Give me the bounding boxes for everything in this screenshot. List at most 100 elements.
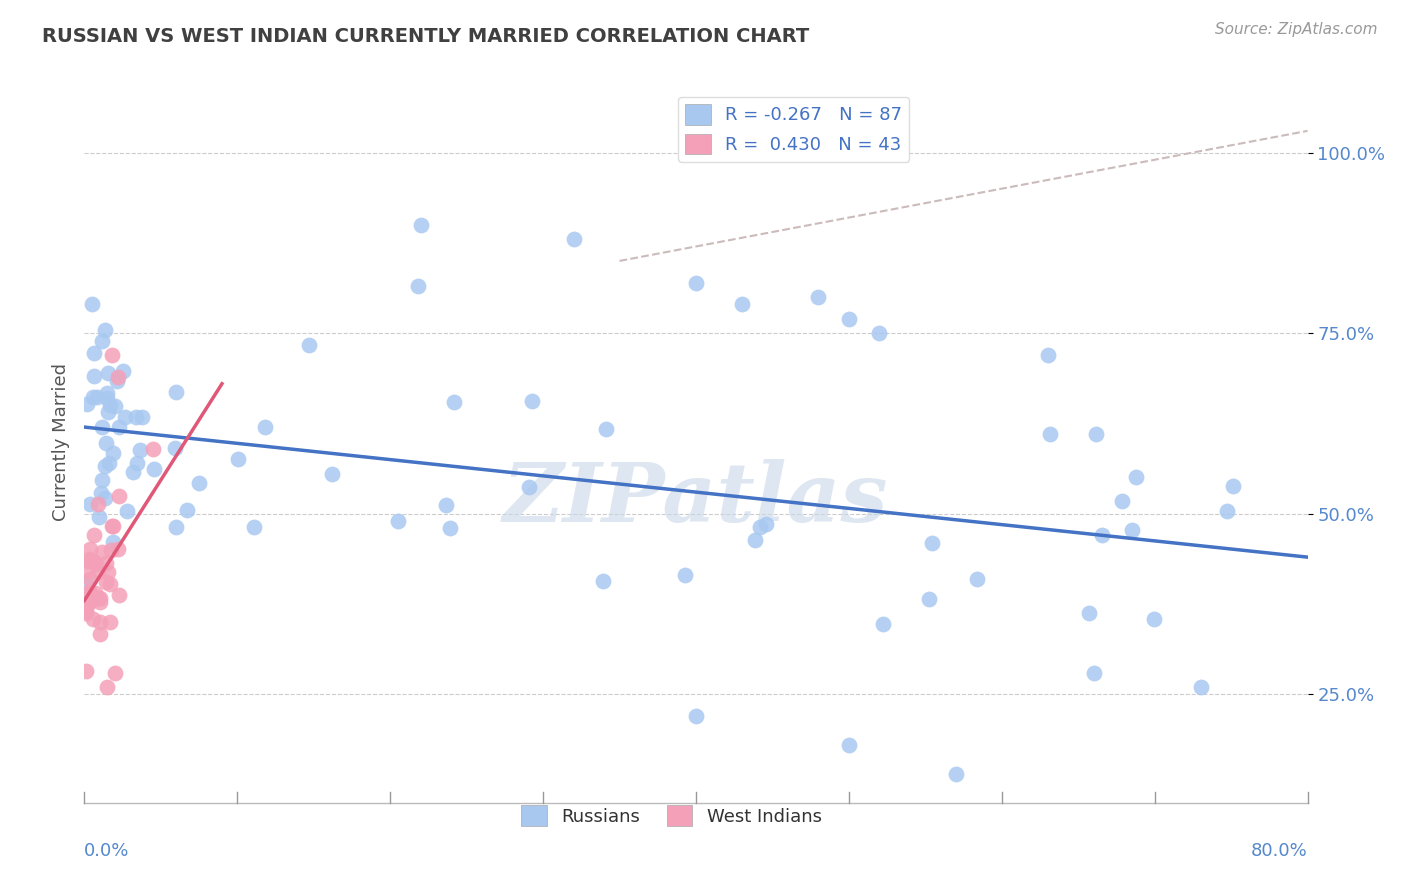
Point [75, 597, 97, 611]
Point [76, 564, 98, 578]
Point [91, 334, 114, 348]
Point [96, 680, 118, 694]
Point [94, 323, 117, 337]
Point [91, 419, 114, 434]
Point [89, 591, 111, 605]
Point [98, 456, 121, 470]
Point [86, 497, 108, 511]
Point [142, 462, 165, 476]
Text: Source: ZipAtlas.com: Source: ZipAtlas.com [1215, 22, 1378, 37]
Point [96, 574, 118, 589]
Point [869, 326, 891, 340]
Point [82, 612, 104, 626]
Point [89, 615, 111, 629]
Point [115, 504, 138, 518]
Point [97, 565, 120, 579]
Point [562, 232, 585, 246]
Text: ZIPatlas: ZIPatlas [503, 459, 889, 540]
Point [101, 518, 124, 533]
Point [748, 520, 770, 534]
Point [83, 592, 105, 607]
Point [83, 369, 105, 384]
Point [111, 364, 134, 378]
Point [89, 627, 111, 641]
Point [129, 443, 152, 458]
Point [82, 553, 104, 567]
Point [163, 442, 186, 456]
Point [77, 585, 100, 599]
Point [79, 595, 101, 609]
Point [86, 390, 108, 404]
Point [176, 503, 198, 517]
Point [105, 375, 128, 389]
Point [79, 497, 101, 511]
Point [807, 290, 830, 304]
Point [226, 451, 249, 466]
Point [127, 456, 149, 470]
Point [1142, 612, 1164, 626]
Point [321, 467, 343, 482]
Point [94, 491, 117, 506]
Point [87, 510, 110, 524]
Point [90, 473, 112, 487]
Text: 80.0%: 80.0% [1251, 842, 1308, 860]
Point [91, 545, 114, 559]
Point [242, 519, 264, 533]
Point [1085, 427, 1108, 442]
Point [75, 606, 97, 620]
Point [100, 615, 122, 629]
Point [77, 585, 100, 599]
Point [75, 576, 97, 591]
Point [918, 592, 941, 607]
Point [80, 297, 103, 311]
Point [838, 738, 860, 752]
Point [921, 536, 943, 550]
Point [673, 568, 696, 582]
Point [744, 533, 766, 547]
Point [595, 422, 617, 436]
Point [1090, 528, 1112, 542]
Point [387, 514, 409, 528]
Point [165, 384, 187, 399]
Point [439, 521, 461, 535]
Point [1189, 680, 1212, 694]
Point [76, 554, 98, 568]
Point [97, 405, 120, 419]
Point [76, 397, 98, 411]
Point [90, 485, 112, 500]
Point [125, 409, 148, 424]
Point [966, 572, 988, 586]
Point [75, 604, 97, 618]
Point [434, 499, 457, 513]
Point [75, 664, 97, 678]
Point [93, 458, 115, 473]
Point [872, 617, 894, 632]
Point [685, 276, 707, 290]
Point [101, 535, 124, 549]
Point [1039, 427, 1062, 442]
Point [108, 490, 131, 504]
Legend: Russians, West Indians: Russians, West Indians [515, 798, 830, 833]
Point [101, 348, 124, 362]
Point [755, 517, 778, 532]
Point [409, 218, 432, 232]
Point [94, 556, 117, 570]
Point [592, 574, 614, 588]
Point [108, 588, 131, 602]
Point [97, 367, 120, 381]
Point [75, 599, 97, 613]
Point [1222, 478, 1244, 492]
Point [165, 520, 187, 534]
Point [131, 409, 153, 424]
Point [108, 419, 131, 434]
Point [408, 279, 430, 293]
Point [86, 558, 108, 572]
Point [98, 398, 121, 412]
Point [443, 395, 465, 409]
Point [98, 577, 121, 591]
Point [101, 519, 124, 533]
Point [79, 572, 101, 586]
Point [107, 541, 129, 556]
Text: 0.0%: 0.0% [84, 842, 129, 860]
Point [731, 297, 754, 311]
